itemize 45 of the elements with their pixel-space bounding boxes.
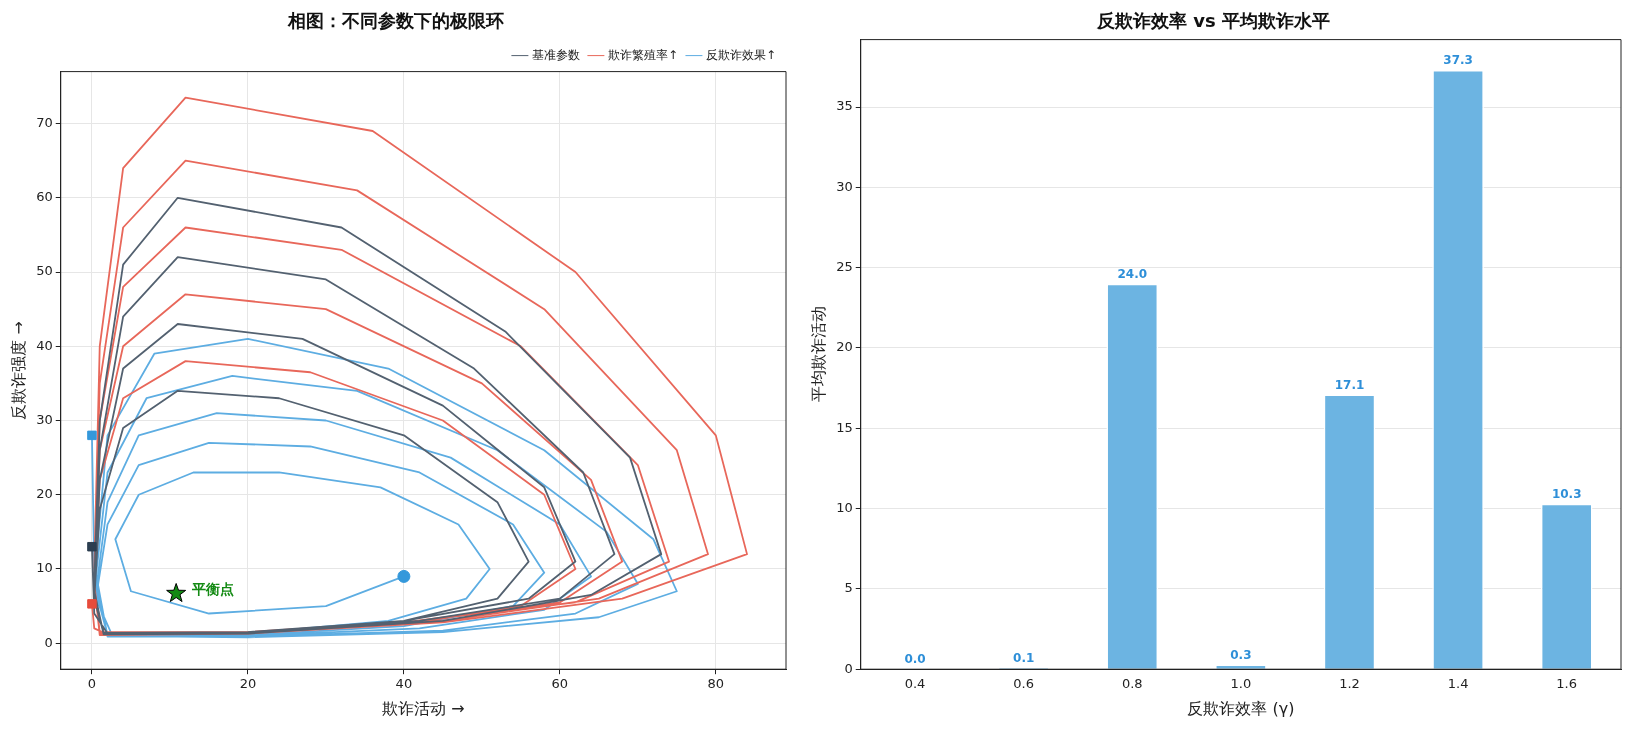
x-tick-label: 1.2	[1339, 676, 1360, 692]
data-label: 0.1	[1013, 650, 1035, 665]
y-tick-label: 35	[836, 98, 853, 114]
annotation: 平衡点	[191, 581, 235, 598]
y-tick-label: 30	[36, 411, 53, 427]
x-tick-label: 40	[395, 676, 413, 692]
data-label: 24.0	[1117, 266, 1148, 281]
y-tick-label: 5	[844, 580, 853, 596]
legend-label: 反欺诈效果↑	[705, 47, 777, 62]
y-tick-label: 10	[836, 499, 853, 515]
y-tick-label: 20	[836, 339, 853, 355]
data-label: 0.0	[904, 652, 926, 667]
x-tick-label: 0.4	[904, 676, 926, 692]
x-tick-label: 1.4	[1447, 676, 1469, 692]
y-tick-label: 30	[836, 178, 853, 194]
y-tick-label: 10	[36, 560, 53, 576]
legend-label: 基准参数	[531, 47, 580, 62]
y-tick-label: 25	[836, 259, 853, 275]
x-tick-label: 80	[707, 676, 725, 692]
legend-label: 欺诈繁殖率↑	[607, 47, 678, 62]
data-label: 0.3	[1230, 647, 1252, 662]
x-tick-label: 1.6	[1556, 676, 1578, 692]
x-tick-label: 60	[551, 676, 569, 692]
x-axis-title: 欺诈活动 →	[382, 698, 465, 718]
chart-title: 反欺诈效率 vs 平均欺诈水平	[1096, 10, 1330, 32]
y-tick-label: 15	[836, 419, 853, 435]
x-tick-label: 0.8	[1121, 676, 1143, 692]
data-label: 37.3	[1443, 53, 1473, 68]
x-tick-label: 1.0	[1230, 676, 1252, 692]
x-tick-label: 20	[239, 676, 257, 692]
y-tick-label: 60	[36, 189, 53, 205]
y-tick-label: 70	[36, 114, 53, 130]
data-label: 10.3	[1551, 486, 1582, 501]
x-axis-title: 反欺诈效率 (γ)	[1187, 698, 1295, 718]
chart-title: 相图：不同参数下的极限环	[287, 10, 504, 32]
y-axis-title: 反欺诈强度 →	[8, 321, 28, 420]
x-tick-label: 0	[87, 676, 97, 692]
y-axis-title: 平均欺诈活动	[808, 306, 828, 403]
y-tick-label: 0	[44, 634, 53, 650]
x-tick-label: 0.6	[1013, 676, 1034, 692]
y-tick-label: 50	[36, 263, 53, 279]
y-tick-label: 40	[36, 337, 53, 353]
y-tick-label: 20	[36, 486, 53, 502]
y-tick-label: 0	[844, 660, 853, 676]
data-label: 17.1	[1334, 377, 1365, 392]
